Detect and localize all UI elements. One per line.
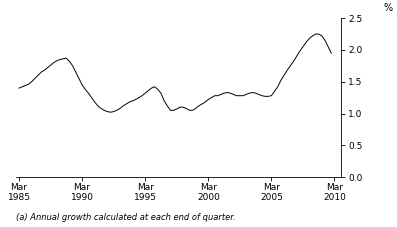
Text: %: % (384, 3, 393, 13)
Text: (a) Annual growth calculated at each end of quarter.: (a) Annual growth calculated at each end… (16, 213, 235, 222)
